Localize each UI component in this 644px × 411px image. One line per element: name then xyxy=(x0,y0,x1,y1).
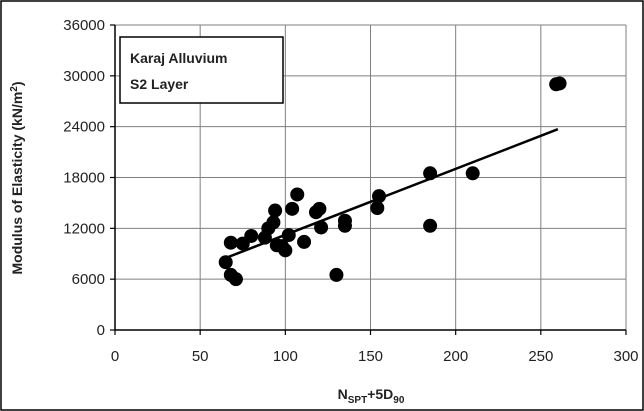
annotation-line-1: Karaj Alluvium xyxy=(130,50,228,66)
data-point-16 xyxy=(297,234,312,249)
data-point-27 xyxy=(465,166,480,181)
y-tick-labels: 0 6000 12000 18000 24000 30000 36000 xyxy=(63,17,105,339)
y-tick-label-2: 12000 xyxy=(63,220,105,237)
x-axis-label-base: N xyxy=(338,386,348,402)
annotation-box: Karaj Alluvium S2 Layer xyxy=(119,36,284,104)
data-point-3 xyxy=(228,272,243,287)
data-point-8 xyxy=(266,215,281,230)
y-tick-label-1: 6000 xyxy=(72,271,105,288)
x-tick-label-0: 0 xyxy=(111,348,119,365)
data-point-1 xyxy=(223,235,238,250)
y-tick-label-5: 30000 xyxy=(63,68,105,85)
trendline xyxy=(225,128,559,260)
trendline-segment xyxy=(225,128,559,260)
x-tick-label-2: 100 xyxy=(273,348,298,365)
y-axis-label: Modulus of Elasticity (kN/m2) xyxy=(9,81,25,274)
x-tick-label-4: 200 xyxy=(443,348,468,365)
axes xyxy=(110,24,627,335)
data-points xyxy=(218,76,567,287)
data-point-9 xyxy=(268,203,283,218)
data-point-15 xyxy=(290,187,305,202)
data-point-29 xyxy=(552,76,567,91)
data-point-22 xyxy=(337,218,352,233)
data-point-18 xyxy=(312,201,327,216)
data-point-12 xyxy=(278,243,293,258)
data-point-20 xyxy=(329,267,344,282)
x-tick-label-5: 250 xyxy=(528,348,553,365)
y-axis-label-text: Modulus of Elasticity (kN/m xyxy=(9,92,25,275)
y-tick-label-6: 36000 xyxy=(63,17,105,34)
y-axis-label-sup: 2 xyxy=(9,86,20,92)
annotation-frame xyxy=(119,36,284,104)
data-point-23 xyxy=(370,201,385,215)
y-tick-label-3: 18000 xyxy=(63,170,105,187)
data-point-0 xyxy=(218,255,233,270)
x-tick-labels: 0 50 100 150 200 250 300 xyxy=(111,348,639,365)
data-point-19 xyxy=(314,220,329,235)
y-tick-label-4: 24000 xyxy=(63,119,105,136)
x-axis-label-mid: +5D xyxy=(367,386,393,402)
x-tick-label-6: 300 xyxy=(613,348,638,365)
x-tick-label-3: 150 xyxy=(358,348,383,365)
annotation-line-2: S2 Layer xyxy=(130,76,189,92)
x-axis-label: NSPT+5D90 xyxy=(338,386,405,406)
data-point-26 xyxy=(423,218,438,233)
x-tick-label-1: 50 xyxy=(192,348,209,365)
data-point-14 xyxy=(285,201,300,216)
data-point-5 xyxy=(244,228,259,243)
x-axis-label-sub1: SPT xyxy=(348,395,367,406)
y-axis-label-end: ) xyxy=(9,81,25,86)
x-axis-label-sub2: 90 xyxy=(393,395,405,406)
y-tick-label-0: 0 xyxy=(97,322,105,339)
